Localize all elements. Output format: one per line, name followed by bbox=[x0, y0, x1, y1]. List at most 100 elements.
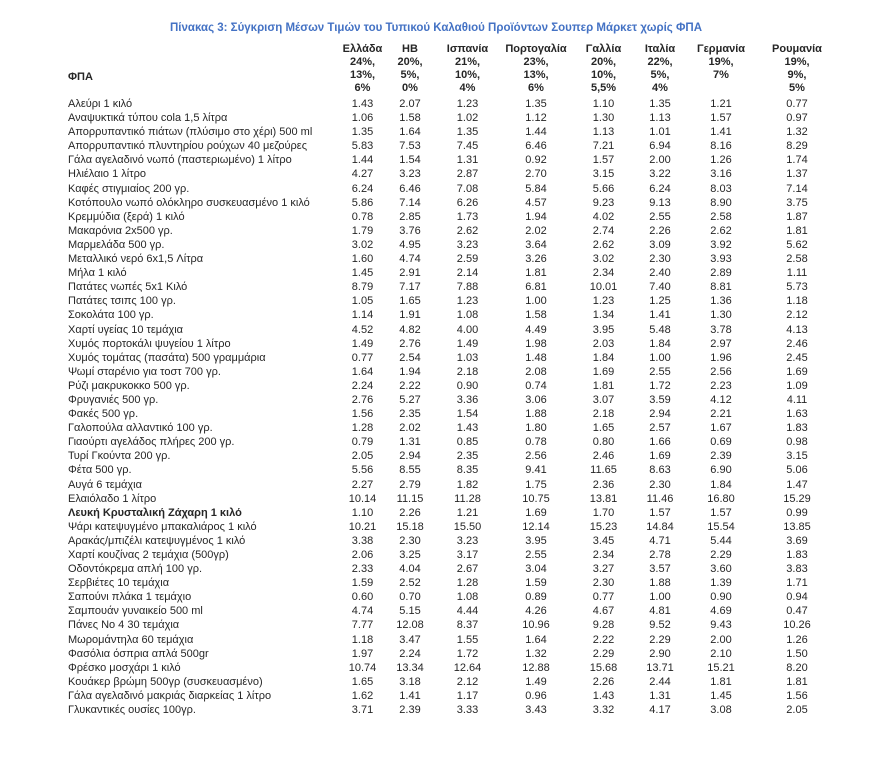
price-value: 1.18 bbox=[351, 633, 374, 646]
price-value: 3.23 bbox=[456, 534, 479, 547]
price-value: 1.23 bbox=[456, 295, 479, 308]
price-value: 3.18 bbox=[399, 675, 421, 688]
table-row: Κουάκερ βρώμη 500γρ (συσκευασμένο) 1.65 3.… bbox=[68, 675, 837, 689]
price-value: 2.00 bbox=[710, 633, 732, 646]
price-value: 1.28 bbox=[456, 577, 479, 590]
table-row: Φέτα 500 γρ. 5.56 8.55 8.35 9.41 11.65 8.63 6.9… bbox=[68, 463, 837, 477]
price-value: 7.14 bbox=[399, 196, 421, 209]
table-row: Απορρυπαντικό πιάτων (πλύσιμο στο χέρι) … bbox=[68, 125, 837, 139]
price-value: 5.06 bbox=[786, 464, 808, 477]
price-value: 3.75 bbox=[786, 196, 808, 209]
price-value: 1.57 bbox=[710, 506, 732, 519]
price-value: 2.27 bbox=[351, 478, 374, 491]
price-value: 1.57 bbox=[710, 112, 732, 125]
table-row: Αυγά 6 τεμάχια 2.27 2.79 1.82 1.75 2.36 2.30 1.… bbox=[68, 478, 837, 492]
price-value: 7.08 bbox=[456, 182, 479, 195]
price-value: 1.66 bbox=[649, 436, 671, 449]
price-value: 3.17 bbox=[456, 549, 479, 561]
price-value: 2.33 bbox=[351, 563, 374, 576]
price-value: 2.24 bbox=[351, 379, 374, 392]
product-label: Γλυκαντικές ουσίες 100γρ. bbox=[68, 704, 196, 717]
product-label: Οδοντόκρεμα απλή 100 γρ. bbox=[68, 563, 203, 576]
product-label: Πατάτες τσιπς 100 γρ. bbox=[68, 295, 176, 308]
price-value: 4.02 bbox=[592, 210, 615, 223]
table-row: Μήλα 1 κιλό 1.45 2.91 2.14 1.81 2.34 2.40 2.89 1… bbox=[68, 266, 837, 280]
price-value: 3.45 bbox=[592, 534, 615, 547]
price-value: 2.02 bbox=[525, 224, 547, 237]
product-label: Μαρμελάδα 500 γρ. bbox=[68, 238, 165, 251]
price-value: 2.62 bbox=[710, 224, 732, 237]
price-value: 1.64 bbox=[399, 126, 421, 139]
price-value: 4.81 bbox=[649, 605, 671, 618]
table-row: Χαρτί κουζίνας 2 τεμάχια (500γρ) 2.06 3.25… bbox=[68, 548, 837, 562]
price-value: 13.34 bbox=[396, 661, 424, 674]
table-row: Πατάτες τσιπς 100 γρ. 1.05 1.65 1.23 1.00 1.2… bbox=[68, 294, 837, 308]
price-value: 1.43 bbox=[351, 98, 374, 110]
price-value: 1.56 bbox=[786, 689, 808, 702]
product-label: Φρέσκο μοσχάρι 1 κιλό bbox=[68, 661, 181, 674]
product-label: Κρεμμύδια (ξερά) 1 κιλό bbox=[68, 210, 185, 223]
price-value: 2.76 bbox=[351, 393, 374, 406]
table-row: Ρύζι μακρυκοκκο 500 γρ. 2.24 2.22 0.90 0.74 1… bbox=[68, 379, 837, 393]
price-value: 11.46 bbox=[646, 492, 674, 505]
price-value: 1.81 bbox=[525, 267, 547, 280]
price-value: 2.46 bbox=[592, 450, 615, 463]
product-label: Αρακάς/μπιζέλι κατεψυγμένος 1 κιλό bbox=[68, 534, 246, 547]
price-value: 1.81 bbox=[710, 675, 732, 688]
price-value: 1.26 bbox=[710, 154, 732, 167]
price-value: 2.12 bbox=[786, 309, 808, 322]
price-value: 1.69 bbox=[786, 365, 808, 378]
price-value: 15.18 bbox=[396, 520, 424, 533]
vat-rate-line: 4% bbox=[459, 82, 476, 94]
table-row: Ψωμί σταρένιο για τοστ 700 γρ. 1.64 1.94 2.… bbox=[68, 365, 837, 379]
price-value: 2.14 bbox=[456, 267, 479, 280]
price-value: 3.64 bbox=[525, 238, 547, 251]
price-value: 2.29 bbox=[710, 549, 732, 561]
price-value: 1.72 bbox=[649, 379, 671, 392]
price-value: 4.69 bbox=[710, 605, 732, 618]
product-label: Απορρυπαντικό πιάτων (πλύσιμο στο χέρι) … bbox=[68, 126, 313, 139]
vat-rate-line: 13%, bbox=[523, 69, 549, 81]
product-label: Ρύζι μακρυκοκκο 500 γρ. bbox=[68, 379, 190, 392]
price-value: 1.00 bbox=[649, 351, 671, 364]
table-row: Γλυκαντικές ουσίες 100γρ. 3.71 2.39 3.33 3.4… bbox=[68, 703, 837, 717]
product-label: Ψάρι κατεψυγμένο μπακαλιάρος 1 κιλό bbox=[68, 520, 257, 533]
product-label: Γάλα αγελαδινό νωπό (παστεριωμένο) 1 λίτ… bbox=[68, 154, 292, 167]
price-value: 1.54 bbox=[399, 154, 421, 167]
price-value: 1.64 bbox=[525, 633, 547, 646]
vat-rate-line: 19%, bbox=[784, 56, 810, 68]
vat-rates-cell: 22%, 5%, 4% bbox=[635, 56, 685, 97]
vat-rates-cell: 19%, 9%, 5% bbox=[757, 56, 837, 97]
price-value: 0.60 bbox=[351, 591, 374, 604]
price-value: 6.24 bbox=[649, 182, 671, 195]
price-value: 1.44 bbox=[351, 154, 374, 167]
price-value: 1.26 bbox=[786, 633, 808, 646]
price-value: 2.94 bbox=[399, 450, 421, 463]
product-label: Απορρυπαντικό πλυντηρίου ρούχων 40 μεζού… bbox=[68, 140, 307, 153]
price-value: 1.32 bbox=[786, 126, 808, 139]
price-value: 1.35 bbox=[525, 98, 547, 110]
price-value: 1.06 bbox=[351, 112, 374, 125]
price-value: 2.24 bbox=[399, 647, 421, 660]
price-value: 12.08 bbox=[396, 619, 424, 632]
price-value: 4.17 bbox=[649, 704, 671, 717]
vat-rate-line: 13%, bbox=[349, 69, 376, 81]
price-value: 2.90 bbox=[649, 647, 671, 660]
price-value: 1.98 bbox=[525, 337, 547, 350]
price-value: 0.85 bbox=[456, 436, 479, 449]
price-value: 3.43 bbox=[525, 704, 547, 717]
vat-rate-line: 20%, bbox=[397, 56, 423, 68]
price-value: 6.46 bbox=[525, 140, 547, 153]
price-value: 5.73 bbox=[786, 281, 808, 294]
price-value: 10.96 bbox=[522, 619, 550, 632]
vat-rates-cell: 20%, 10%, 5,5% bbox=[572, 56, 635, 97]
vat-row-label: ΦΠΑ bbox=[68, 70, 93, 83]
price-value: 1.84 bbox=[649, 337, 671, 350]
price-value: 1.12 bbox=[525, 112, 547, 125]
product-rows: Αλεύρι 1 κιλό 1.43 2.07 1.23 1.35 1.10 1.35 1.2… bbox=[68, 97, 837, 717]
price-value: 4.57 bbox=[525, 196, 547, 209]
price-value: 5.56 bbox=[351, 464, 374, 477]
price-value: 8.35 bbox=[456, 464, 479, 477]
product-label: Καφές στιγμιαίος 200 γρ. bbox=[68, 182, 190, 195]
price-value: 1.69 bbox=[592, 365, 615, 378]
